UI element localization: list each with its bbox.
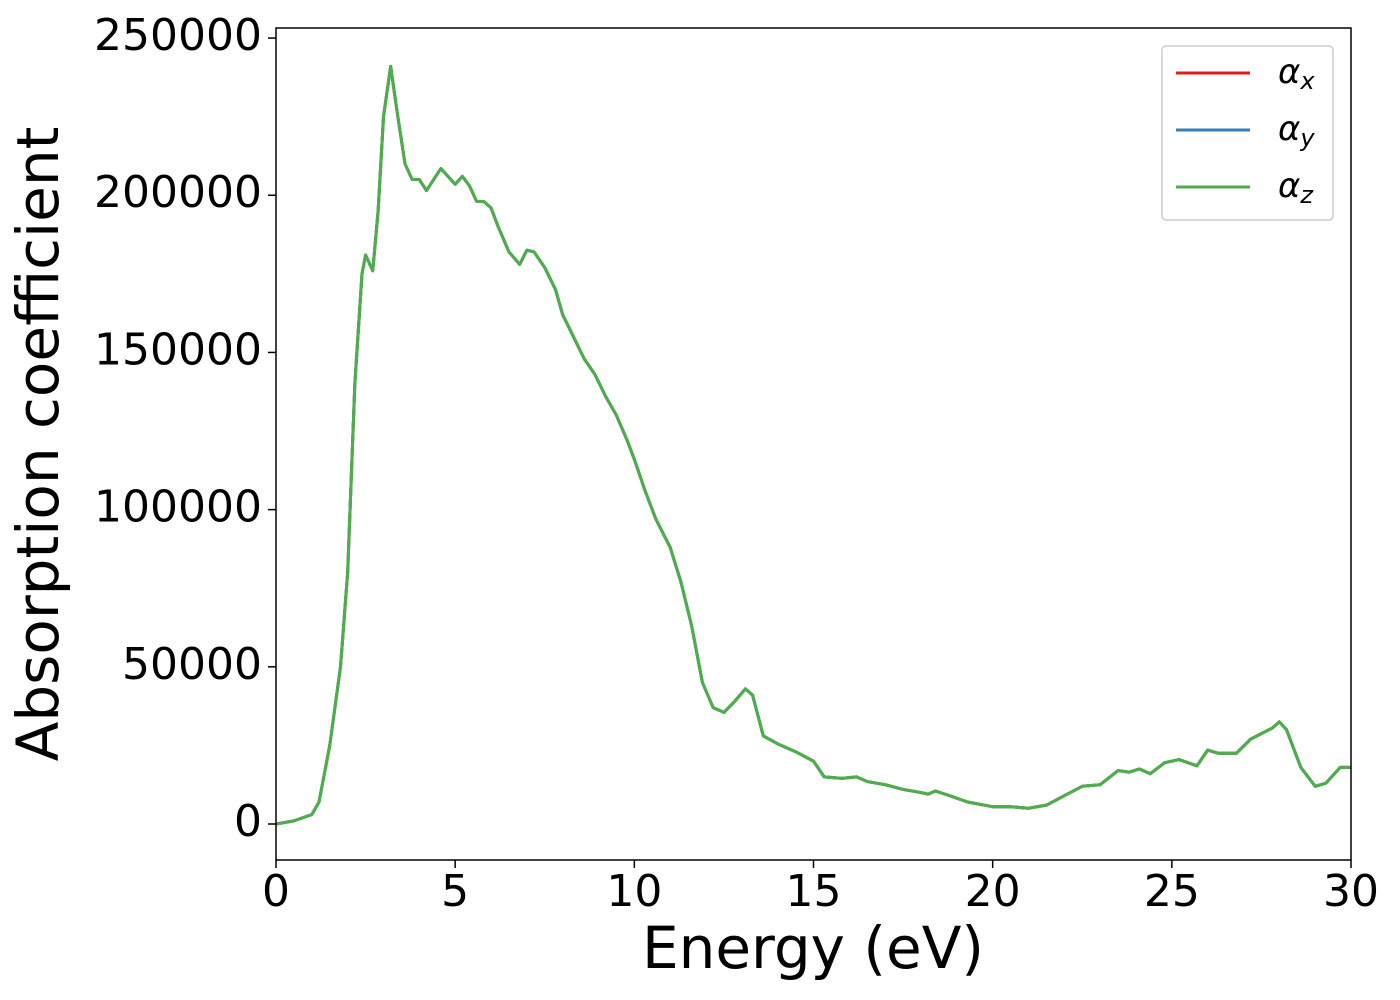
x-tick-label: 15 [786,866,842,917]
y-tick-label: 50000 [122,639,262,690]
legend-box [1161,45,1334,221]
x-tick-label: 20 [965,866,1021,917]
x-tick-label: 30 [1323,866,1379,917]
x-tick-label: 10 [606,866,662,917]
x-tick-label: 25 [1144,866,1200,917]
y-tick-label: 100000 [94,482,262,533]
x-axis-label: Energy (eV) [642,914,984,982]
series-line [275,64,1351,826]
legend-label: αx [1278,52,1315,96]
legend-label: αz [1278,166,1314,210]
y-tick-label: 150000 [94,324,262,375]
legend-label: αy [1278,109,1315,153]
plot-frame [275,27,1352,861]
y-axis-label: Absorption coefficient [4,127,72,762]
y-tick-label: 0 [234,796,262,847]
x-tick-label: 0 [262,866,290,917]
y-tick-label: 250000 [94,10,262,61]
y-tick-label: 200000 [94,167,262,218]
x-tick-label: 5 [441,866,469,917]
